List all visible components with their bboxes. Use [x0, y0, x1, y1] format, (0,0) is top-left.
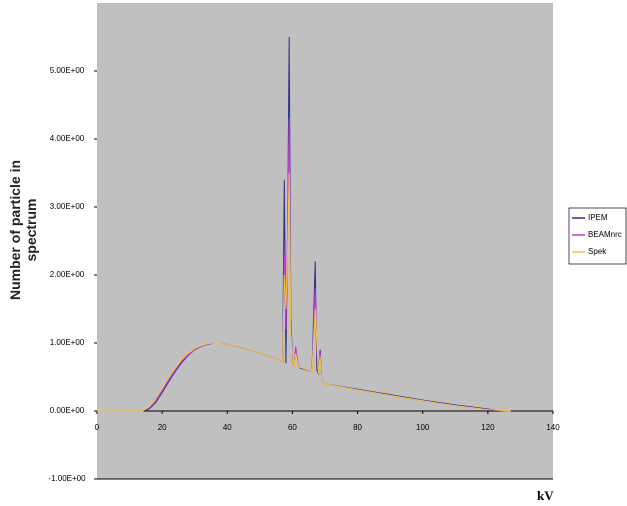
series-line	[97, 172, 511, 412]
y-tick-label: -1.00E+00	[48, 474, 86, 483]
x-tick-label: 120	[481, 423, 495, 432]
legend-label: BEAMnrc	[588, 230, 622, 239]
plot-area	[97, 3, 553, 479]
legend-label: Spek	[588, 247, 607, 256]
x-tick-label: 140	[546, 423, 560, 432]
y-tick-label: 2.00E+00	[50, 270, 85, 279]
y-tick-label: 0.00E+00	[50, 406, 85, 415]
x-tick-label: 40	[223, 423, 232, 432]
legend: IPEM BEAMnrc Spek	[568, 207, 627, 265]
x-axis-label: kV	[537, 488, 554, 503]
legend-label: IPEM	[588, 213, 608, 222]
x-tick-label: 60	[288, 423, 297, 432]
x-tick-label: 20	[158, 423, 167, 432]
y-tick-label: 5.00E+00	[50, 66, 85, 75]
x-tick-label: 80	[353, 423, 362, 432]
x-tick-label: 0	[95, 423, 100, 432]
y-tick-label: 1.00E+00	[50, 338, 85, 347]
y-axis-label: Number of particle in spectrum	[7, 159, 39, 301]
y-tick-label: 3.00E+00	[50, 202, 85, 211]
x-tick-label: 100	[416, 423, 430, 432]
y-tick-label: 4.00E+00	[50, 134, 85, 143]
